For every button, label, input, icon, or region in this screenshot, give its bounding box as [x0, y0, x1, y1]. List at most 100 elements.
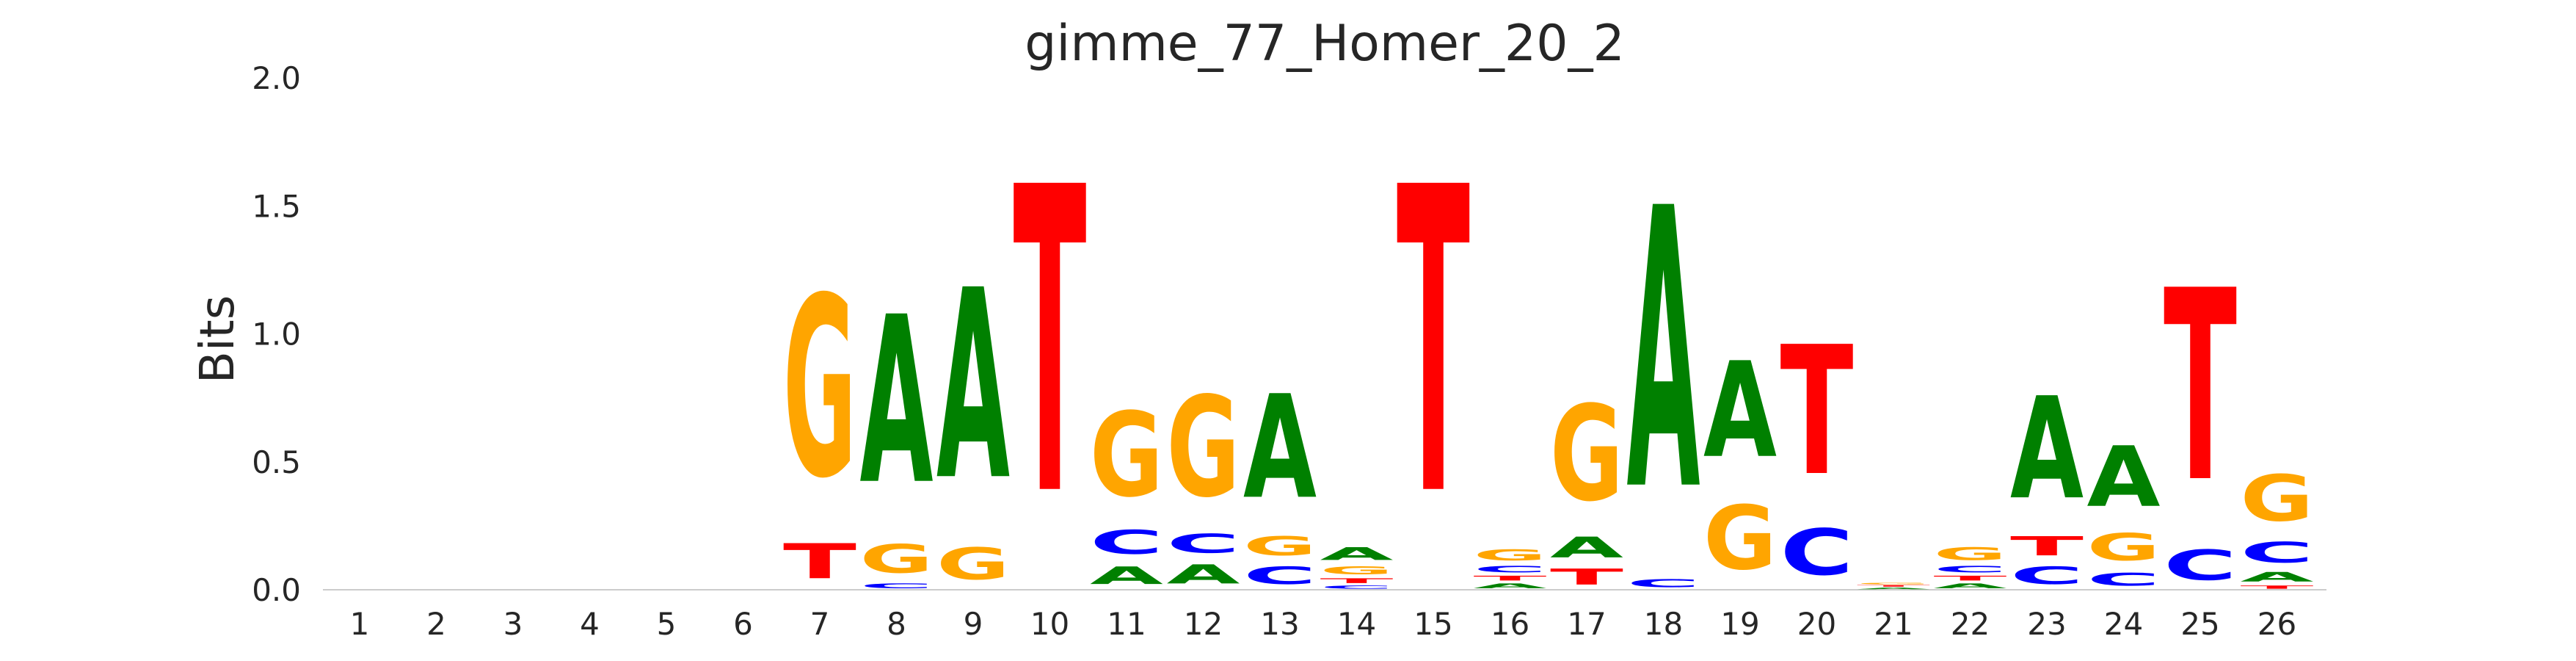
logo-letter-c: C [1320, 585, 1394, 590]
logo-letter-a: A [1474, 582, 1547, 590]
x-tick-label: 9 [964, 606, 983, 642]
svg-text:A: A [1857, 588, 1930, 590]
logo-letter-g: G [1550, 378, 1623, 531]
logo-letter-t: T [1474, 574, 1547, 582]
x-tick-label: 18 [1644, 606, 1683, 642]
x-tick-label: 22 [1951, 606, 1990, 642]
x-tick-label: 11 [1107, 606, 1146, 642]
logo-letter-g: G [936, 538, 1010, 590]
svg-text:A: A [1474, 582, 1547, 590]
logo-letter-t: T [1014, 101, 1088, 588]
y-tick-label: 0.0 [252, 572, 301, 608]
x-tick-label: 5 [657, 606, 677, 642]
logo-letter-a: A [1320, 543, 1394, 564]
x-tick-label: 10 [1030, 606, 1069, 642]
logo-letter-g: G [1474, 546, 1547, 564]
logo-letter-c: C [1627, 577, 1700, 590]
svg-text:A: A [1090, 562, 1163, 590]
logo-letter-g: G [2087, 526, 2161, 569]
logo-letter-a: A [860, 269, 934, 535]
logo-letter-a: A [1167, 560, 1240, 590]
logo-letter-a: A [1550, 531, 1623, 564]
svg-text:G: G [1857, 582, 1930, 585]
logo-letter-c: C [2241, 536, 2314, 569]
svg-text:C: C [1780, 516, 1854, 590]
svg-text:C: C [2010, 562, 2084, 590]
svg-text:A: A [936, 234, 1011, 538]
logo-letter-a: A [1857, 588, 1930, 590]
y-tick-label: 0.5 [252, 444, 301, 480]
logo-letter-a: A [1627, 129, 1701, 577]
svg-text:A: A [1627, 129, 1701, 577]
x-tick-label: 7 [810, 606, 830, 642]
logo-letter-a: A [2010, 368, 2084, 530]
x-tick-label: 23 [2027, 606, 2066, 642]
svg-text:T: T [1550, 564, 1623, 590]
logo-letter-c: C [1167, 529, 1240, 559]
svg-text:T: T [2241, 585, 2314, 590]
svg-text:A: A [860, 269, 934, 535]
svg-text:G: G [1167, 368, 1240, 528]
logo-letter-g: G [783, 245, 856, 532]
svg-text:C: C [1934, 564, 2007, 574]
y-tick-label: 1.5 [252, 188, 301, 224]
svg-text:G: G [2087, 526, 2161, 569]
y-tick-label: 1.0 [252, 317, 301, 353]
logo-letter-g: G [1320, 564, 1394, 577]
svg-text:T: T [1857, 585, 1930, 587]
svg-text:A: A [1320, 543, 1394, 564]
svg-text:A: A [1550, 531, 1623, 564]
logo-letter-c: C [2087, 569, 2161, 590]
logo-letter-c: C [1474, 564, 1547, 574]
svg-text:T: T [1780, 310, 1854, 516]
logo-letter-t: T [1320, 577, 1394, 585]
logo-letter-a: A [1934, 582, 2007, 590]
logo-letter-a: A [1090, 562, 1163, 590]
logo-letter-a: A [1703, 334, 1777, 488]
logo-letter-g: G [1857, 582, 1930, 585]
svg-text:G: G [1934, 543, 2007, 564]
svg-text:A: A [1934, 582, 2007, 590]
logo-letter-g: G [1703, 488, 1777, 590]
logo-letter-g: G [860, 537, 934, 582]
logo-letter-t: T [2241, 585, 2314, 590]
svg-text:C: C [1320, 585, 1394, 590]
x-tick-label: 21 [1874, 606, 1913, 642]
svg-text:G: G [936, 538, 1010, 590]
x-tick-label: 16 [1491, 606, 1529, 642]
x-tick-label: 25 [2180, 606, 2219, 642]
logo-letter-g: G [1934, 543, 2007, 564]
svg-text:C: C [1090, 524, 1163, 562]
x-tick-label: 3 [503, 606, 523, 642]
logo-letter-c: C [2164, 541, 2237, 590]
svg-text:G: G [860, 537, 934, 582]
logo-letter-t: T [2164, 235, 2238, 541]
svg-text:C: C [1627, 577, 1700, 590]
y-tick-label: 2.0 [252, 60, 301, 96]
logo-letter-g: G [2241, 462, 2314, 536]
x-tick-label: 26 [2257, 606, 2296, 642]
logo-letter-a: A [2087, 428, 2161, 525]
x-tick-label: 20 [1797, 606, 1836, 642]
svg-text:A: A [1243, 364, 1317, 530]
svg-text:C: C [2164, 541, 2237, 590]
logo-letter-g: G [1167, 368, 1240, 528]
x-tick-label: 14 [1337, 606, 1376, 642]
svg-text:T: T [1014, 101, 1088, 588]
logo-letter-t: T [1934, 574, 2007, 582]
logo-letter-c: C [860, 582, 934, 590]
svg-text:C: C [1474, 564, 1547, 574]
svg-text:G: G [1090, 389, 1163, 524]
svg-text:G: G [1550, 378, 1623, 531]
logo-letter-g: G [1243, 531, 1317, 561]
svg-text:T: T [2010, 531, 2084, 562]
logo-letter-c: C [1780, 516, 1854, 590]
logo-letter-t: T [1857, 585, 1930, 587]
svg-text:T: T [1320, 577, 1394, 585]
logo-letter-c: C [2010, 562, 2084, 590]
chart-title: gimme_77_Homer_20_2 [1025, 15, 1624, 73]
svg-text:G: G [1320, 564, 1394, 577]
x-tick-label: 2 [426, 606, 446, 642]
svg-text:A: A [2010, 368, 2084, 530]
